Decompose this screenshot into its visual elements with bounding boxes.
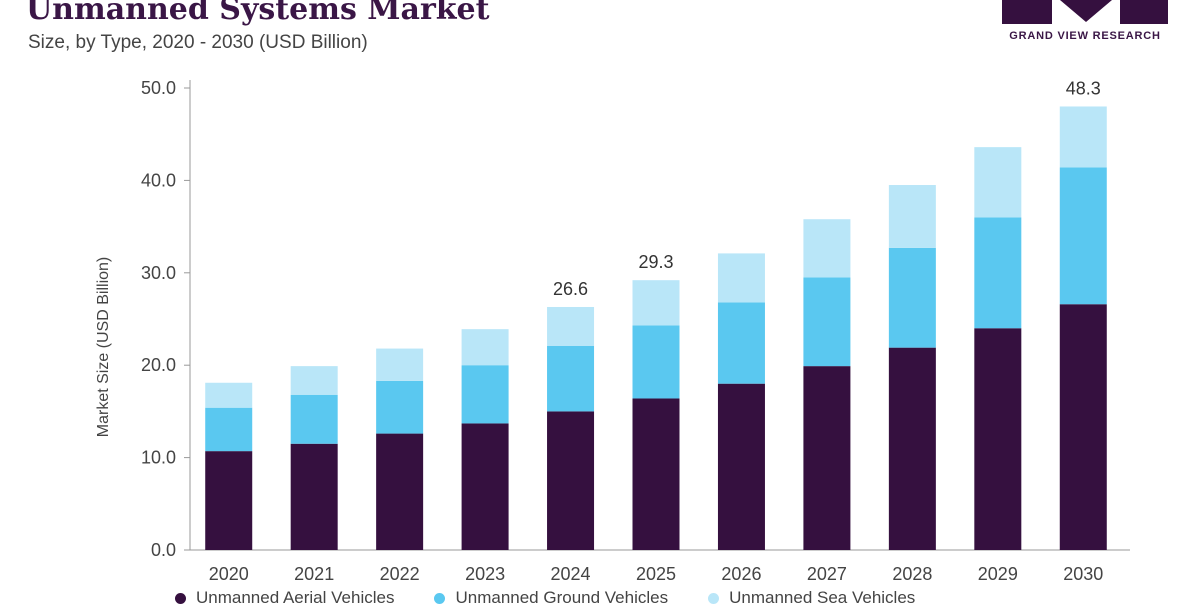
grand-view-research-logo	[1002, 0, 1168, 24]
logo-block-left	[1002, 0, 1052, 24]
bar-unmanned-ground-vehicles-2021	[290, 394, 338, 444]
bar-unmanned-aerial-vehicles-2027	[803, 366, 851, 550]
bar-unmanned-ground-vehicles-2029	[974, 217, 1022, 329]
x-tick-label: 2029	[978, 564, 1018, 584]
bar-unmanned-ground-vehicles-2026	[717, 302, 765, 384]
legend-item: Unmanned Aerial Vehicles	[175, 588, 394, 608]
bar-unmanned-aerial-vehicles-2022	[376, 433, 424, 550]
bar-unmanned-aerial-vehicles-2023	[461, 423, 509, 550]
x-tick-label: 2020	[209, 564, 249, 584]
legend-label: Unmanned Aerial Vehicles	[196, 588, 395, 607]
bar-unmanned-sea-vehicles-2020	[205, 382, 253, 408]
chart-subtitle: Size, by Type, 2020 - 2030 (USD Billion)	[28, 32, 368, 53]
bar-unmanned-sea-vehicles-2025	[632, 280, 680, 326]
logo-chevron	[1060, 0, 1112, 22]
bar-unmanned-aerial-vehicles-2024	[547, 411, 595, 550]
y-tick-label: 40.0	[141, 170, 176, 190]
y-tick-label: 0.0	[151, 540, 176, 560]
bar-unmanned-sea-vehicles-2024	[547, 306, 595, 346]
bar-unmanned-aerial-vehicles-2021	[290, 443, 338, 550]
bar-unmanned-ground-vehicles-2025	[632, 325, 680, 399]
x-tick-label: 2023	[465, 564, 505, 584]
legend-label: Unmanned Ground Vehicles	[455, 588, 669, 607]
x-tick-label: 2021	[294, 564, 334, 584]
bar-unmanned-sea-vehicles-2023	[461, 329, 509, 366]
bar-unmanned-ground-vehicles-2020	[205, 407, 253, 452]
bar-unmanned-ground-vehicles-2027	[803, 277, 851, 367]
x-tick-label: 2027	[807, 564, 847, 584]
legend-swatch	[175, 592, 186, 604]
total-data-label-2025: 29.3	[638, 252, 673, 272]
legend-label: Unmanned Sea Vehicles	[729, 588, 916, 607]
bar-unmanned-sea-vehicles-2028	[888, 185, 936, 248]
logo-block-right	[1120, 0, 1168, 24]
bar-unmanned-sea-vehicles-2029	[974, 147, 1022, 218]
y-tick-label: 30.0	[141, 263, 176, 283]
y-tick-label: 10.0	[141, 448, 176, 468]
legend-item: Unmanned Ground Vehicles	[434, 588, 668, 608]
bar-unmanned-aerial-vehicles-2025	[632, 398, 680, 550]
bar-unmanned-sea-vehicles-2027	[803, 219, 851, 278]
legend-swatch	[708, 592, 720, 604]
chart-title: Unmanned Systems Market	[26, 0, 490, 27]
bar-unmanned-ground-vehicles-2024	[547, 345, 595, 412]
total-data-label-2024: 26.6	[553, 279, 588, 299]
bar-unmanned-sea-vehicles-2022	[376, 348, 424, 381]
logo-text: GRAND VIEW RESEARCH	[1009, 30, 1161, 42]
legend-item: Unmanned Sea Vehicles	[708, 588, 915, 608]
total-data-label-2030: 48.3	[1066, 78, 1101, 98]
x-tick-label: 2026	[721, 564, 761, 584]
legend-swatch	[434, 592, 446, 604]
stacked-bar-chart: 0.0 10.0 20.0 30.0 40.0 50.0 Market Size (USD …	[95, 78, 1130, 584]
y-axis-label: Market Size (USD Billion)	[95, 257, 112, 437]
x-tick-label: 2022	[380, 564, 420, 584]
x-tick-label: 2028	[892, 564, 932, 584]
bar-unmanned-sea-vehicles-2021	[290, 366, 338, 395]
y-tick-label: 50.0	[141, 78, 176, 98]
bar-unmanned-sea-vehicles-2026	[717, 253, 765, 303]
y-tick-label: 20.0	[141, 355, 176, 375]
bar-unmanned-sea-vehicles-2030	[1059, 106, 1107, 168]
bar-unmanned-ground-vehicles-2028	[888, 247, 936, 348]
bar-unmanned-aerial-vehicles-2020	[205, 451, 253, 550]
bar-unmanned-aerial-vehicles-2029	[974, 328, 1022, 550]
x-tick-label: 2025	[636, 564, 676, 584]
bar-unmanned-aerial-vehicles-2026	[717, 383, 765, 550]
bar-unmanned-aerial-vehicles-2030	[1059, 304, 1107, 550]
x-tick-label: 2030	[1063, 564, 1103, 584]
x-tick-label: 2024	[551, 564, 591, 584]
bar-unmanned-ground-vehicles-2023	[461, 365, 509, 424]
bar-unmanned-aerial-vehicles-2028	[888, 347, 936, 550]
chart-legend: Unmanned Aerial Vehicles Unmanned Ground …	[175, 588, 915, 608]
bar-unmanned-ground-vehicles-2030	[1059, 167, 1107, 305]
bar-unmanned-ground-vehicles-2022	[376, 380, 424, 434]
